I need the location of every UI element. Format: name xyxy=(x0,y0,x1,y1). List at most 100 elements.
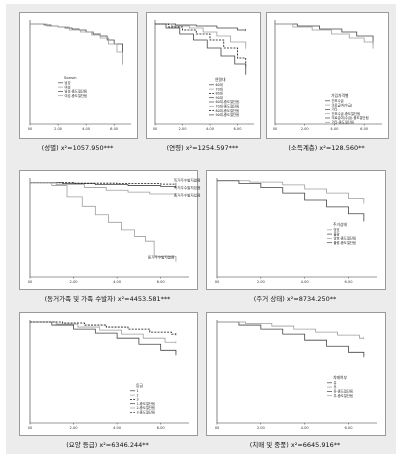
caption-dementia: (치매 및 중풍) x²=6645.916** xyxy=(249,441,341,449)
x-tick-label: 00 xyxy=(28,280,33,284)
panel-income: 00 2.00 4.00 6.00 가입자격별 건보수급 의료급여(수급) 기타 건보수급-중도… xyxy=(266,12,389,139)
x-tick-label: 6.00 xyxy=(344,280,353,284)
survival-curve-양호 xyxy=(217,180,365,203)
legend-entry: 양호-중도절단됨 xyxy=(334,236,356,241)
axis-frame xyxy=(154,20,254,125)
panel-sex: 00 2.00 4.00 6.00 Sonsin 남성 여성 남성-중도절단됨 여성-중도절단됨 xyxy=(19,12,138,139)
x-tick-label: 6.00 xyxy=(157,426,166,430)
legend-entry: 80대 xyxy=(216,91,223,96)
panel-dementia: 00 2.00 4.00 6.00 치매여부 유 무 유-중도절단됨 무-중도절단됨 xyxy=(206,312,386,436)
survival-curve-여성 xyxy=(30,23,123,64)
figure-page: 00 2.00 4.00 6.00 Sonsin 남성 여성 남성-중도절단됨 여성-중도절단됨… xyxy=(6,4,396,454)
x-tick-label: 2.00 xyxy=(54,127,63,131)
legend-entry: 70대-중도절단됨 xyxy=(216,104,240,109)
chart-age: 00 2.00 4.00 6.00 연령대60대70대80대90대60대-중도절단됨70… xyxy=(153,20,254,131)
legend-entry: 90대-중도절단됨 xyxy=(216,112,240,117)
panel-cohabit: 00 2.00 4.00 6.00 독거주수발자없음 독거주수발자있음 동거주수발자있음 동거… xyxy=(19,170,201,290)
axis-frame xyxy=(29,320,189,424)
legend-title: 연령대 xyxy=(215,77,226,82)
legend-entry: 70대 xyxy=(216,86,223,91)
caption-cohabit: (동거가족 및 가족 수발자) x²=4453.581*** xyxy=(44,295,171,303)
axis-frame xyxy=(29,178,189,278)
survival-curve-2 xyxy=(30,321,176,343)
x-tick-label: 6.00 xyxy=(157,280,166,284)
legend-entry: 여성-중도절단됨 xyxy=(65,93,87,98)
legend-entry: 1 xyxy=(137,389,139,393)
survival-curve-60대 xyxy=(155,23,246,31)
legend-title: 주거상태 xyxy=(333,222,347,227)
legend-entry: 의료급여(수급)-중도절단됨 xyxy=(332,115,369,120)
caption-grade: (요양 등급) x²=6346.244** xyxy=(66,441,149,449)
legend-entry: 2-중도절단됨 xyxy=(137,405,155,410)
survival-curve-70대 xyxy=(155,23,247,48)
x-tick-label: 00 xyxy=(153,127,158,131)
legend-title: Sonsin xyxy=(64,75,77,80)
legend-entry: 무 xyxy=(334,385,337,389)
survival-curve-동거주수발자없음 xyxy=(30,182,177,261)
legend-entry: 90대 xyxy=(216,95,223,100)
legend-entry: 여성 xyxy=(65,84,71,89)
legend-entry: 남성 xyxy=(65,80,71,85)
survival-curve-독거주수발자없음 xyxy=(30,182,176,185)
axis-frame xyxy=(29,20,131,125)
x-tick-label: 4.00 xyxy=(113,280,122,284)
x-tick-label: 4.00 xyxy=(330,127,339,131)
legend-entry: 3-중도절단됨 xyxy=(137,410,155,415)
caption-housing: (주거 상태) x²=8734.250** xyxy=(253,295,337,303)
x-tick-label: 2.00 xyxy=(70,426,79,430)
survival-curve-건보수급 xyxy=(275,23,374,44)
survival-curve-무 xyxy=(217,321,364,339)
curve-label: 독거주수발자없음 xyxy=(174,178,201,183)
panel-housing: 00 2.00 4.00 6.00 주거상태 양호 불량 양호-중도절단됨 불량-중도절단됨 xyxy=(206,170,386,290)
survival-curve-80대 xyxy=(155,23,247,68)
x-tick-label: 4.00 xyxy=(82,127,91,131)
curve-label: 동거주수발자있음 xyxy=(174,192,201,197)
survival-curve-불량 xyxy=(217,180,365,221)
axis-frame xyxy=(274,20,382,125)
legend-title: 가입자격별 xyxy=(331,93,349,98)
x-tick-label: 4.00 xyxy=(206,127,215,131)
legend-entry: 3 xyxy=(137,398,139,402)
survival-curve-3 xyxy=(30,321,176,335)
legend-entry: 불량-중도절단됨 xyxy=(334,240,356,245)
x-tick-label: 6.00 xyxy=(360,127,369,131)
legend-entry: 1-중도절단됨 xyxy=(137,401,155,406)
legend-entry: 유 xyxy=(334,381,337,385)
legend-entry: 남성-중도절단됨 xyxy=(65,89,87,94)
x-tick-label: 4.00 xyxy=(301,426,310,430)
curve-label: 동거주수발자없음 xyxy=(148,255,175,260)
x-tick-label: 4.00 xyxy=(113,426,122,430)
x-tick-label: 4.00 xyxy=(301,280,310,284)
x-tick-label: 2.00 xyxy=(257,280,266,284)
x-tick-label: 2.00 xyxy=(301,127,310,131)
panel-age: 00 2.00 4.00 6.00 연령대 60대 70대 80대 90대 60대-중도절단됨 70… xyxy=(146,12,261,139)
legend-entry: 60대 xyxy=(216,82,223,87)
survival-curve-동거주수발자있음 xyxy=(30,182,176,195)
survival-curve-90대 xyxy=(155,23,247,74)
legend-title: 등급 xyxy=(136,383,143,388)
x-tick-label: 00 xyxy=(28,426,33,430)
legend-entry: 의료급여(수급) xyxy=(332,102,353,107)
x-tick-label: 6.00 xyxy=(110,127,119,131)
legend-entry: 건보수급 xyxy=(332,98,344,103)
x-tick-label: 6.00 xyxy=(344,426,353,430)
survival-curve-유 xyxy=(217,321,365,357)
caption-age: (연령) x²=1254.597*** xyxy=(166,144,239,152)
survival-curve-독거주수발자있음 xyxy=(30,182,176,187)
legend-entry: 유-중도절단됨 xyxy=(334,389,353,394)
x-tick-label: 2.00 xyxy=(257,426,266,430)
legend-entry: 불량 xyxy=(334,231,340,236)
x-tick-label: 2.00 xyxy=(70,280,79,284)
caption-income: (소득계층) x²=128.560** xyxy=(288,144,365,152)
legend-entry: 기타 xyxy=(332,107,338,112)
chart-cohabit: 00 2.00 4.00 6.00 독거주수발자없음독거주수발자있음동거주수발자있음동거… xyxy=(28,178,201,284)
x-tick-label: 00 xyxy=(215,280,220,284)
legend-entry: 기타-중도절단됨 xyxy=(332,120,354,125)
legend-title: 치매여부 xyxy=(333,375,347,380)
legend-entry: 양호 xyxy=(334,227,340,232)
x-tick-label: 2.00 xyxy=(178,127,187,131)
